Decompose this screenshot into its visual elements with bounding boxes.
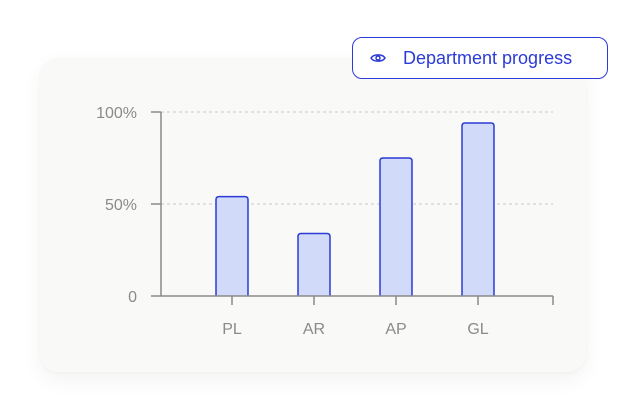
y-tick-label: 0 (128, 289, 137, 306)
bar-ap (379, 157, 413, 296)
x-tick-label: GL (467, 321, 488, 338)
chart-card (40, 58, 586, 372)
y-tick-label: 100% (96, 105, 137, 122)
bar-gl (461, 122, 495, 296)
x-ticks: PL AR AP GL (222, 296, 554, 338)
x-tick-label: AR (303, 321, 325, 338)
x-tick-label: PL (222, 321, 242, 338)
eye-icon (369, 49, 387, 67)
department-progress-toggle[interactable]: Department progress (352, 37, 608, 79)
y-tick-label: 50% (105, 197, 137, 214)
y-ticks: 0 50% 100% (96, 105, 161, 306)
bar-pl (215, 195, 249, 296)
x-tick-label: AP (385, 321, 406, 338)
toggle-label: Department progress (403, 47, 573, 68)
bar-ar (297, 232, 331, 296)
bars (215, 122, 495, 296)
